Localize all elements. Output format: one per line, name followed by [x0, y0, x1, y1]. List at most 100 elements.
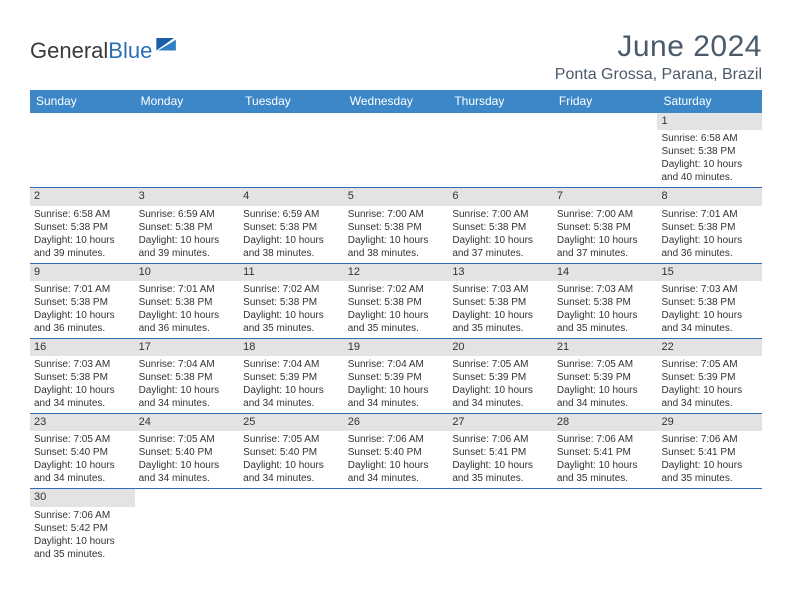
sunrise-label: Sunrise: 7:05 AM [139, 433, 236, 446]
sunrise-label: Sunrise: 7:05 AM [452, 358, 549, 371]
day2-label: and 37 minutes. [452, 247, 549, 260]
day-number: 18 [239, 339, 344, 356]
weekday-label: Tuesday [239, 90, 344, 113]
day1-label: Daylight: 10 hours [452, 309, 549, 322]
day1-label: Daylight: 10 hours [452, 459, 549, 472]
day-number: 4 [239, 188, 344, 205]
day-number: 15 [657, 264, 762, 281]
day2-label: and 34 minutes. [661, 322, 758, 335]
day1-label: Daylight: 10 hours [139, 384, 236, 397]
calendar-page: GeneralBlue June 2024 Ponta Grossa, Para… [0, 0, 792, 584]
brand-name: GeneralBlue [30, 40, 152, 62]
day1-label: Daylight: 10 hours [661, 309, 758, 322]
sunrise-label: Sunrise: 7:05 AM [243, 433, 340, 446]
day-number: 16 [30, 339, 135, 356]
sunrise-label: Sunrise: 7:06 AM [661, 433, 758, 446]
day2-label: and 34 minutes. [243, 472, 340, 485]
day1-label: Daylight: 10 hours [348, 234, 445, 247]
day-cell [448, 489, 553, 563]
day1-label: Daylight: 10 hours [243, 459, 340, 472]
day-cell [135, 113, 240, 187]
day1-label: Daylight: 10 hours [243, 309, 340, 322]
day1-label: Daylight: 10 hours [452, 384, 549, 397]
day2-label: and 39 minutes. [139, 247, 236, 260]
sunrise-label: Sunrise: 7:06 AM [452, 433, 549, 446]
day-cell [344, 489, 449, 563]
day-number: 24 [135, 414, 240, 431]
sunrise-label: Sunrise: 6:59 AM [243, 208, 340, 221]
day-cell: 13Sunrise: 7:03 AMSunset: 5:38 PMDayligh… [448, 264, 553, 338]
day2-label: and 40 minutes. [661, 171, 758, 184]
sunrise-label: Sunrise: 7:02 AM [243, 283, 340, 296]
sunrise-label: Sunrise: 7:05 AM [661, 358, 758, 371]
day1-label: Daylight: 10 hours [661, 158, 758, 171]
sunrise-label: Sunrise: 7:06 AM [34, 509, 131, 522]
day-cell: 23Sunrise: 7:05 AMSunset: 5:40 PMDayligh… [30, 414, 135, 488]
sunset-label: Sunset: 5:38 PM [348, 221, 445, 234]
sunset-label: Sunset: 5:38 PM [661, 221, 758, 234]
day-number: 7 [553, 188, 658, 205]
day2-label: and 35 minutes. [557, 322, 654, 335]
sunrise-label: Sunrise: 7:00 AM [348, 208, 445, 221]
brand-name-b: Blue [108, 38, 152, 63]
header: GeneralBlue June 2024 Ponta Grossa, Para… [30, 30, 762, 84]
day2-label: and 35 minutes. [661, 472, 758, 485]
day2-label: and 35 minutes. [452, 322, 549, 335]
day-number: 5 [344, 188, 449, 205]
sunrise-label: Sunrise: 7:04 AM [243, 358, 340, 371]
day-number: 28 [553, 414, 658, 431]
day2-label: and 35 minutes. [34, 548, 131, 561]
sunrise-label: Sunrise: 7:03 AM [452, 283, 549, 296]
day-number: 25 [239, 414, 344, 431]
title-block: June 2024 Ponta Grossa, Parana, Brazil [555, 30, 762, 84]
week-row: 23Sunrise: 7:05 AMSunset: 5:40 PMDayligh… [30, 414, 762, 489]
day-cell: 4Sunrise: 6:59 AMSunset: 5:38 PMDaylight… [239, 188, 344, 262]
day-number: 27 [448, 414, 553, 431]
day2-label: and 36 minutes. [661, 247, 758, 260]
day-cell: 7Sunrise: 7:00 AMSunset: 5:38 PMDaylight… [553, 188, 658, 262]
day-cell: 15Sunrise: 7:03 AMSunset: 5:38 PMDayligh… [657, 264, 762, 338]
day-cell: 29Sunrise: 7:06 AMSunset: 5:41 PMDayligh… [657, 414, 762, 488]
sunset-label: Sunset: 5:40 PM [348, 446, 445, 459]
day-number: 6 [448, 188, 553, 205]
sunset-label: Sunset: 5:38 PM [243, 221, 340, 234]
day-number: 1 [657, 113, 762, 130]
calendar: SundayMondayTuesdayWednesdayThursdayFrid… [30, 90, 762, 564]
sunset-label: Sunset: 5:41 PM [661, 446, 758, 459]
day2-label: and 34 minutes. [139, 397, 236, 410]
day1-label: Daylight: 10 hours [661, 234, 758, 247]
sunset-label: Sunset: 5:41 PM [452, 446, 549, 459]
week-row: 1Sunrise: 6:58 AMSunset: 5:38 PMDaylight… [30, 113, 762, 188]
day-cell: 8Sunrise: 7:01 AMSunset: 5:38 PMDaylight… [657, 188, 762, 262]
sunrise-label: Sunrise: 7:03 AM [34, 358, 131, 371]
day-cell: 5 Sunrise: 7:00 AMSunset: 5:38 PMDaylight… [344, 188, 449, 262]
day-number: 10 [135, 264, 240, 281]
sunrise-label: Sunrise: 7:01 AM [139, 283, 236, 296]
day-cell [448, 113, 553, 187]
day-number: 3 [135, 188, 240, 205]
day-cell: 27 Sunrise: 7:06 AMSunset: 5:41 PMDayligh… [448, 414, 553, 488]
day1-label: Daylight: 10 hours [348, 309, 445, 322]
day-cell [657, 489, 762, 563]
day1-label: Daylight: 10 hours [557, 384, 654, 397]
day-cell: 21Sunrise: 7:05 AMSunset: 5:39 PMDayligh… [553, 339, 658, 413]
day-cell: 20Sunrise: 7:05 AMSunset: 5:39 PMDayligh… [448, 339, 553, 413]
weekday-label: Thursday [448, 90, 553, 113]
sunset-label: Sunset: 5:39 PM [243, 371, 340, 384]
day-cell [239, 489, 344, 563]
sunrise-label: Sunrise: 6:58 AM [661, 132, 758, 145]
flag-icon [156, 38, 178, 54]
week-row: 2Sunrise: 6:58 AMSunset: 5:38 PMDaylight… [30, 188, 762, 263]
day2-label: and 34 minutes. [661, 397, 758, 410]
sunrise-label: Sunrise: 7:03 AM [661, 283, 758, 296]
day-cell: 17Sunrise: 7:04 AMSunset: 5:38 PMDayligh… [135, 339, 240, 413]
day-cell [239, 113, 344, 187]
sunrise-label: Sunrise: 7:02 AM [348, 283, 445, 296]
day2-label: and 34 minutes. [452, 397, 549, 410]
sunrise-label: Sunrise: 7:01 AM [661, 208, 758, 221]
day-number: 26 [344, 414, 449, 431]
sunset-label: Sunset: 5:38 PM [557, 221, 654, 234]
day-cell: 10Sunrise: 7:01 AMSunset: 5:38 PMDayligh… [135, 264, 240, 338]
day-cell: 18Sunrise: 7:04 AMSunset: 5:39 PMDayligh… [239, 339, 344, 413]
day-cell: 24Sunrise: 7:05 AMSunset: 5:40 PMDayligh… [135, 414, 240, 488]
